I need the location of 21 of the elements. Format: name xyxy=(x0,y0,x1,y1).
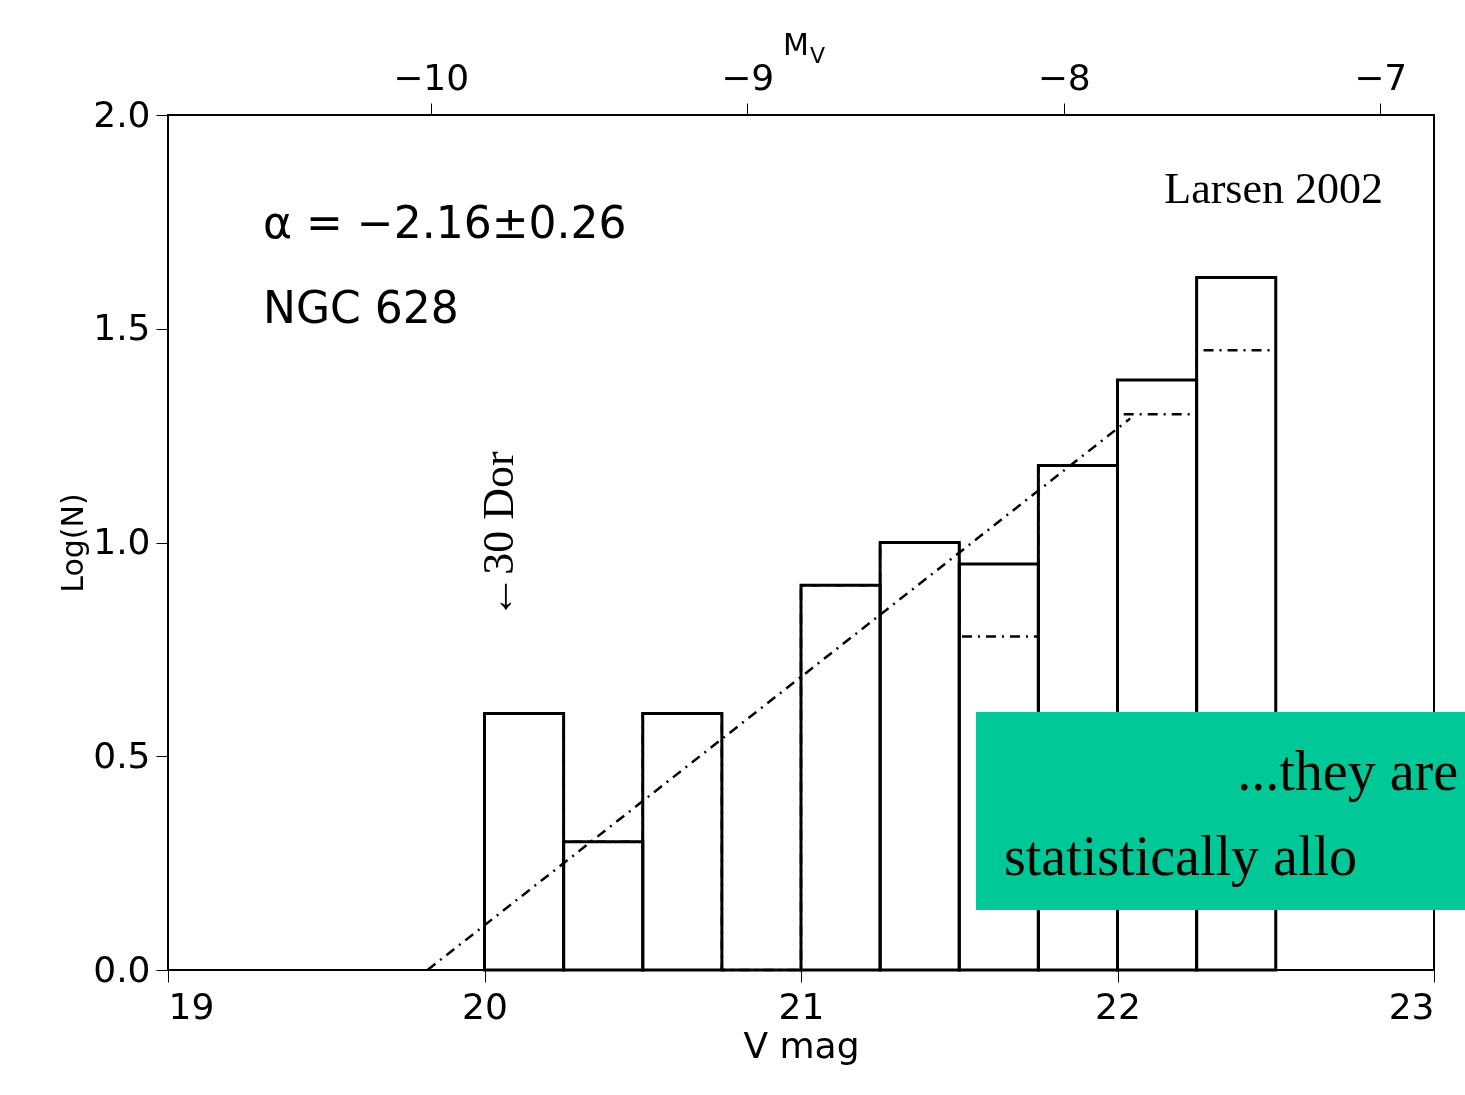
x-tick-label: 21 xyxy=(778,985,825,1027)
annotation: Larsen 2002 xyxy=(1164,164,1383,213)
x2-tick-label: −10 xyxy=(393,56,470,98)
x-tick-label: 22 xyxy=(1095,985,1141,1027)
x2-tick-label: −7 xyxy=(1354,56,1408,98)
x2-tick-label: −8 xyxy=(1037,56,1091,98)
x-tick-label: 20 xyxy=(462,985,508,1027)
annotation: ←30 Dor xyxy=(474,450,523,619)
x2-tick-label: −9 xyxy=(721,56,775,98)
y-tick-label: 2.0 xyxy=(93,93,151,135)
annotation: ...they are statistically allo xyxy=(1004,740,1458,887)
y-tick-label: 0.0 xyxy=(93,948,151,990)
y-tick-label: 0.5 xyxy=(93,734,151,776)
annotation: NGC 628 xyxy=(263,282,459,333)
x-axis-title: V mag xyxy=(743,1024,860,1066)
x-tick-label: 19 xyxy=(168,985,215,1027)
y-axis-title: Log(N) xyxy=(55,493,91,593)
y-tick-label: 1.0 xyxy=(93,521,151,562)
y-tick-label: 1.5 xyxy=(93,307,151,349)
x-tick-label: 23 xyxy=(1388,985,1435,1027)
annotation: α = −2.16±0.26 xyxy=(263,197,627,248)
